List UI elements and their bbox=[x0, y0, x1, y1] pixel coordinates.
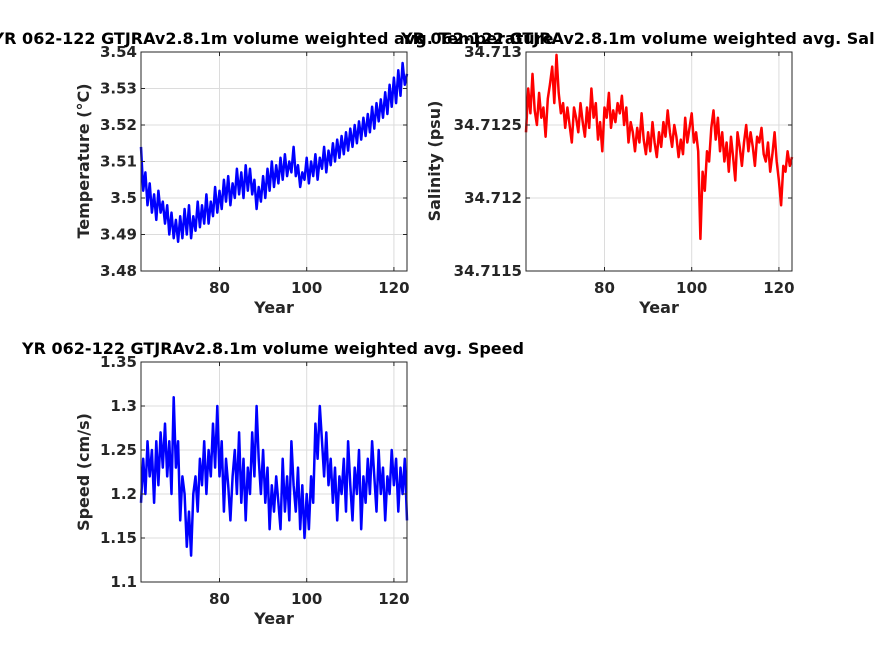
y-tick-label: 3.5 bbox=[110, 189, 137, 207]
temperature-title: YR 062-122 GTJRAv2.8.1m volume weighted … bbox=[0, 29, 554, 48]
x-tick-label: 120 bbox=[378, 590, 409, 608]
salinity-series-line bbox=[524, 53, 794, 241]
x-tick-label: 80 bbox=[209, 279, 230, 297]
y-tick-label: 3.51 bbox=[100, 153, 137, 171]
x-tick-label: 120 bbox=[378, 279, 409, 297]
x-tick-label: 80 bbox=[209, 590, 230, 608]
y-tick-label: 1.1 bbox=[110, 573, 137, 591]
temperature-series-line bbox=[139, 61, 409, 244]
temperature-xlabel: Year bbox=[253, 298, 294, 317]
salinity-panel: YR 062-122 GTJRAv2.8.1m volume weighted … bbox=[400, 29, 875, 317]
x-tick-label: 100 bbox=[291, 279, 322, 297]
x-tick-label: 100 bbox=[676, 279, 707, 297]
salinity-axes-frame bbox=[525, 51, 793, 272]
speed-title: YR 062-122 GTJRAv2.8.1m volume weighted … bbox=[21, 339, 524, 358]
y-tick-label: 3.53 bbox=[100, 80, 137, 98]
y-tick-label: 34.712 bbox=[464, 189, 522, 207]
salinity-plot bbox=[524, 53, 794, 241]
y-tick-label: 3.49 bbox=[100, 226, 137, 244]
y-tick-label: 3.54 bbox=[100, 43, 137, 61]
temperature-panel: YR 062-122 GTJRAv2.8.1m volume weighted … bbox=[0, 29, 554, 317]
y-tick-label: 1.3 bbox=[110, 397, 137, 415]
temperature-grid bbox=[141, 51, 407, 272]
speed-axes-frame bbox=[140, 361, 408, 583]
y-tick-label: 3.52 bbox=[100, 116, 137, 134]
salinity-xlabel: Year bbox=[638, 298, 679, 317]
salinity-ylabel: Salinity (psu) bbox=[425, 101, 444, 222]
speed-ylabel: Speed (cm/s) bbox=[74, 413, 93, 531]
y-tick-label: 1.25 bbox=[100, 441, 137, 459]
temperature-plot bbox=[139, 61, 409, 244]
x-tick-label: 80 bbox=[594, 279, 615, 297]
speed-series-line bbox=[139, 395, 409, 557]
x-tick-label: 120 bbox=[763, 279, 794, 297]
y-tick-label: 3.48 bbox=[100, 262, 137, 280]
y-tick-label: 34.7125 bbox=[454, 116, 522, 134]
x-tick-label: 100 bbox=[291, 590, 322, 608]
y-tick-label: 1.15 bbox=[100, 529, 137, 547]
y-tick-label: 1.2 bbox=[110, 485, 137, 503]
speed-ticks: 80 100 120 1.1 1.15 1.2 1.25 1.3 1.35 bbox=[100, 353, 410, 608]
temperature-ticks: 80 100 120 3.48 3.49 3.5 3.51 3.52 3.53 3.54 bbox=[100, 43, 410, 297]
y-tick-label: 1.35 bbox=[100, 353, 137, 371]
y-tick-label: 34.7115 bbox=[454, 262, 522, 280]
temperature-ylabel: Temperature (°C) bbox=[74, 83, 93, 238]
salinity-title: YR 062-122 GTJRAv2.8.1m volume weighted … bbox=[400, 29, 875, 48]
salinity-grid bbox=[526, 51, 792, 272]
speed-panel: YR 062-122 GTJRAv2.8.1m volume weighted … bbox=[21, 339, 524, 628]
speed-plot bbox=[139, 395, 409, 557]
speed-xlabel: Year bbox=[253, 609, 294, 628]
salinity-ticks: 80 100 120 34.7115 34.712 34.7125 34.713 bbox=[454, 43, 795, 297]
y-tick-label: 34.713 bbox=[464, 43, 522, 61]
